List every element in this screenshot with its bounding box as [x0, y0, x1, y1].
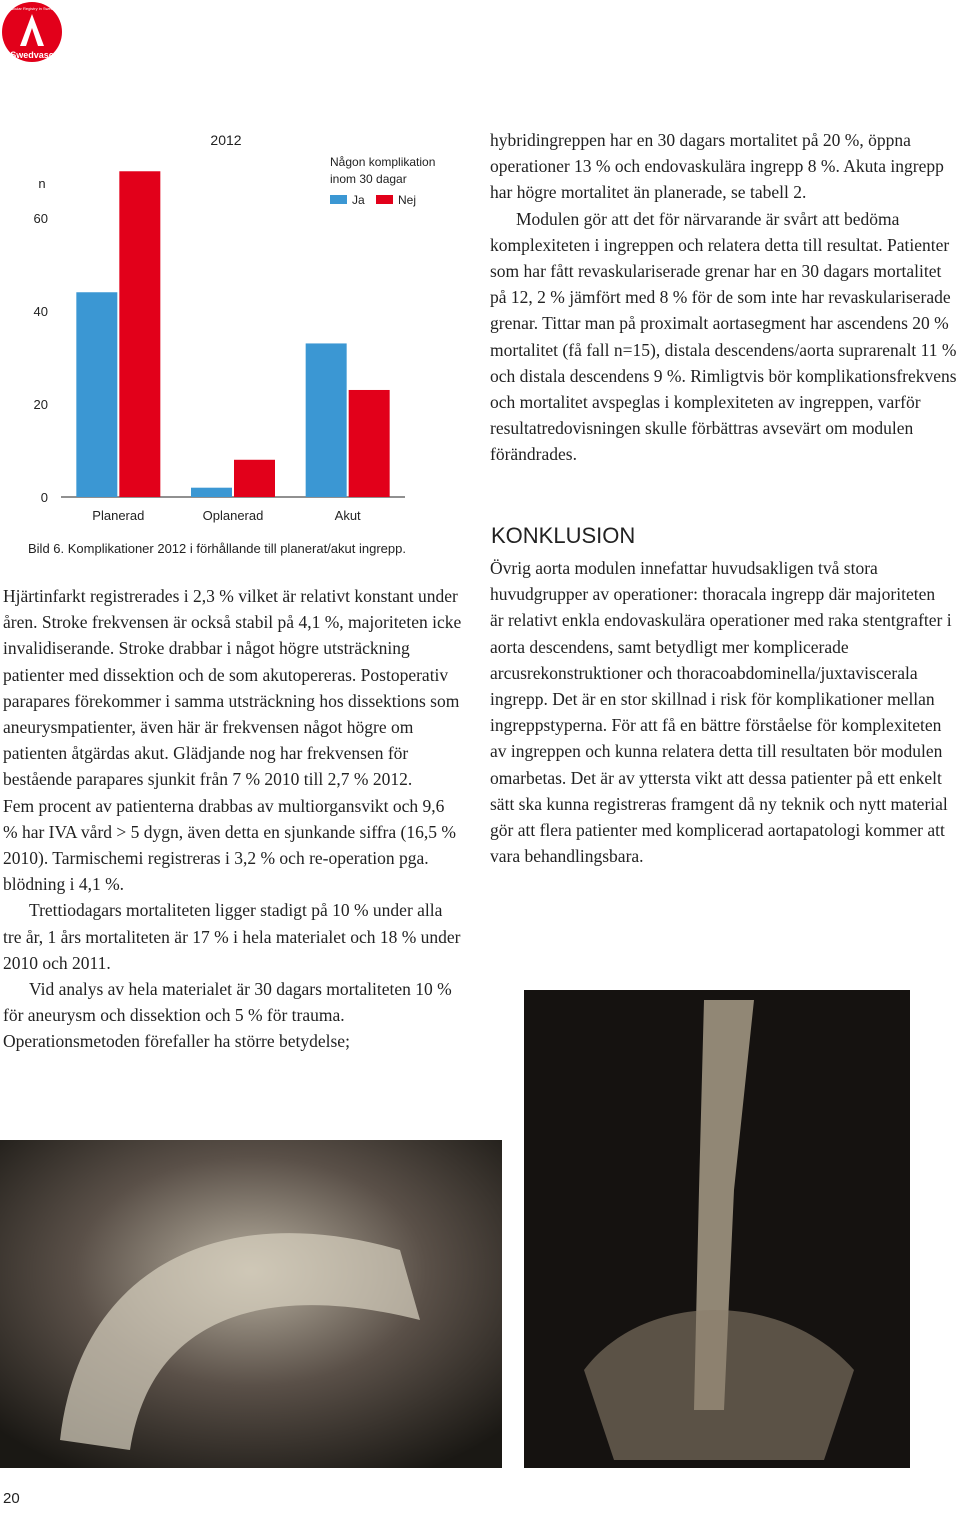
bar: [119, 171, 161, 497]
conclusion: Övrig aorta modulen innefattar huvudsakl…: [490, 555, 952, 869]
x-tick-label: Oplanerad: [203, 508, 264, 523]
legend-swatch: [330, 195, 347, 204]
legend-swatch: [376, 195, 393, 204]
legend-label: Nej: [398, 193, 416, 207]
chart-title: 2012: [210, 132, 241, 148]
paragraph: Övrig aorta modulen innefattar huvudsakl…: [490, 558, 952, 867]
y-axis-label: n: [38, 176, 45, 191]
photo-stentgraft: [0, 1140, 502, 1468]
photo-ct: [524, 990, 910, 1468]
logo-name: Swedvasc: [10, 50, 54, 60]
bar: [191, 487, 232, 497]
paragraph: Modulen gör att det för närvarande är sv…: [490, 208, 957, 465]
right-column: hybridingreppen har en 30 dagars mortali…: [490, 127, 960, 468]
heading: KONKLUSION: [491, 523, 636, 548]
page-number: 20: [3, 1490, 20, 1507]
paragraph: Fem procent av patienterna drabbas av mu…: [3, 795, 456, 895]
logo-subtitle: Vascular Registry in Sweden: [7, 6, 58, 11]
bar: [234, 459, 275, 497]
y-tick-label: 20: [34, 397, 48, 412]
logo: Swedvasc Vascular Registry in Sweden: [2, 2, 62, 62]
bar: [76, 292, 118, 497]
y-tick-label: 40: [34, 304, 48, 319]
bar: [305, 343, 347, 497]
x-tick-label: Akut: [335, 508, 361, 523]
y-tick-label: 0: [41, 490, 48, 505]
paragraph: Hjärtinfarkt registrerades i 2,3 % vilke…: [3, 586, 462, 790]
left-column: Hjärtinfarkt registrerades i 2,3 % vilke…: [3, 583, 463, 1055]
caption: Bild 6. Komplikationer 2012 i förhålland…: [28, 541, 406, 556]
paragraph: hybridingreppen har en 30 dagars mortali…: [490, 130, 944, 203]
chart: 2012 n 0 20 40 60 Planerad Oplanerad Akut Ja Nej: [34, 132, 416, 523]
bar: [348, 389, 390, 497]
y-tick-label: 60: [34, 211, 48, 226]
paragraph: Trettiodagars mortaliteten ligger stadig…: [3, 900, 461, 973]
x-tick-label: Planerad: [92, 508, 144, 523]
legend-title: Någon komplikation inom 30 dagar: [330, 155, 436, 186]
legend-label: Ja: [352, 193, 365, 207]
paragraph: Vid analys av hela materialet är 30 daga…: [3, 979, 452, 1052]
